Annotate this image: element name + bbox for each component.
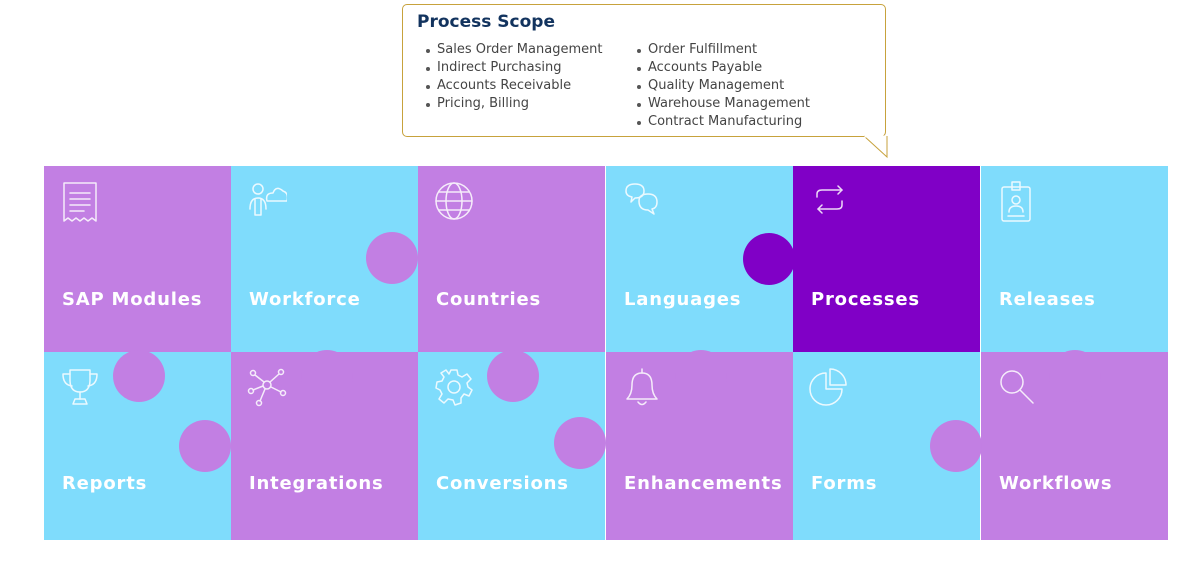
puzzle-piece-releases[interactable]	[981, 166, 1168, 352]
bell-icon	[622, 367, 662, 411]
process-scope-title: Process Scope	[417, 12, 555, 32]
chat-bubbles-icon	[622, 181, 662, 225]
id-badge-icon	[997, 181, 1037, 225]
puzzle-knob	[113, 350, 165, 402]
globe-icon	[434, 181, 474, 225]
process-scope-item: Pricing, Billing	[423, 95, 602, 113]
process-scope-item: Accounts Payable	[634, 59, 810, 77]
process-scope-list-right: Order Fulfillment Accounts Payable Quali…	[634, 41, 810, 131]
trophy-icon	[60, 367, 100, 411]
puzzle-knob	[675, 350, 727, 402]
puzzle-label-sap-modules: SAP Modules	[62, 289, 203, 310]
puzzle-label-conversions: Conversions	[436, 473, 569, 494]
puzzle-label-countries: Countries	[436, 289, 541, 310]
puzzle-knob	[301, 350, 353, 402]
puzzle-label-workforce: Workforce	[249, 289, 361, 310]
process-scope-list-left: Sales Order Management Indirect Purchasi…	[423, 41, 602, 113]
puzzle-knob	[179, 420, 231, 472]
magnifier-icon	[997, 367, 1037, 411]
puzzle-knob	[366, 232, 418, 284]
process-scope-callout: Process Scope Sales Order Management Ind…	[402, 4, 886, 137]
puzzle-knob	[930, 420, 982, 472]
puzzle-knob	[743, 233, 795, 285]
puzzle-label-enhancements: Enhancements	[624, 473, 783, 494]
process-scope-item: Indirect Purchasing	[423, 59, 602, 77]
process-scope-item: Accounts Receivable	[423, 77, 602, 95]
process-scope-item: Warehouse Management	[634, 95, 810, 113]
puzzle-label-integrations: Integrations	[249, 473, 384, 494]
puzzle-label-processes: Processes	[811, 289, 920, 310]
process-scope-item: Sales Order Management	[423, 41, 602, 59]
puzzle-label-reports: Reports	[62, 473, 148, 494]
cycle-arrows-icon	[809, 181, 849, 225]
process-scope-item: Order Fulfillment	[634, 41, 810, 59]
person-cloud-icon	[247, 181, 289, 225]
puzzle-label-releases: Releases	[999, 289, 1096, 310]
puzzle-knob	[1049, 350, 1101, 402]
puzzle-piece-sap-modules[interactable]	[44, 166, 231, 352]
puzzle-knob	[487, 350, 539, 402]
pie-chart-icon	[809, 367, 849, 411]
process-scope-item: Contract Manufacturing	[634, 113, 810, 131]
puzzle-label-workflows: Workflows	[999, 473, 1113, 494]
receipt-icon	[60, 181, 100, 225]
puzzle-piece-processes[interactable]	[793, 166, 980, 352]
process-scope-item: Quality Management	[634, 77, 810, 95]
network-icon	[247, 367, 287, 411]
puzzle-label-forms: Forms	[811, 473, 878, 494]
gear-icon	[434, 367, 474, 411]
puzzle-label-languages: Languages	[624, 289, 742, 310]
puzzle-knob	[554, 417, 606, 469]
puzzle-piece-countries[interactable]	[418, 166, 605, 352]
